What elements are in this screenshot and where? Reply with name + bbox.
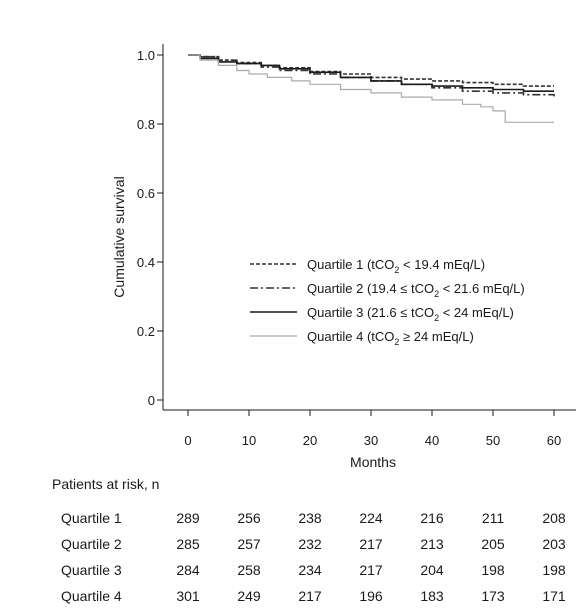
- risk-value: 284: [176, 562, 200, 578]
- risk-value: 232: [298, 536, 322, 552]
- legend-label-quartile-4: Quartile 4 (tCO2 ≥ 24 mEq/L): [307, 329, 474, 347]
- risk-value: 217: [298, 588, 322, 604]
- risk-value: 217: [359, 536, 383, 552]
- x-tick-label: 50: [486, 433, 500, 448]
- risk-value: 224: [359, 510, 383, 526]
- risk-value: 256: [237, 510, 261, 526]
- risk-value: 211: [481, 510, 505, 526]
- risk-value: 198: [542, 562, 566, 578]
- risk-value: 217: [359, 562, 383, 578]
- x-tick-label: 40: [425, 433, 439, 448]
- y-tick-label: 0.8: [137, 117, 155, 132]
- risk-value: 183: [420, 588, 444, 604]
- risk-value: 258: [237, 562, 261, 578]
- series-line-quartile-2: [188, 54, 555, 97]
- risk-row-label: Quartile 2: [61, 536, 122, 552]
- legend-label-quartile-2: Quartile 2 (19.4 ≤ tCO2 < 21.6 mEq/L): [307, 281, 525, 299]
- x-tick-label: 60: [547, 433, 561, 448]
- series-line-quartile-3: [188, 54, 554, 92]
- risk-value: 216: [420, 510, 444, 526]
- x-tick-label: 30: [364, 433, 378, 448]
- y-tick-label: 0.4: [137, 255, 155, 270]
- y-tick-label: 0.2: [137, 324, 155, 339]
- risk-value: 208: [542, 510, 566, 526]
- survival-chart: 0 0.2 0.4 0.6 0.8 1.0 0 10 20 30 40 50 60 Quartile 1…: [111, 44, 576, 470]
- risk-value: 289: [176, 510, 200, 526]
- risk-value: 198: [481, 562, 505, 578]
- x-tick-label: 10: [242, 433, 256, 448]
- risk-value: 204: [420, 562, 444, 578]
- y-tick-label: 1.0: [137, 48, 155, 63]
- risk-value: 196: [359, 588, 383, 604]
- risk-row-quartile-2: Quartile 2 285 257 232 217 213 205 203: [0, 536, 579, 554]
- risk-value: 213: [420, 536, 444, 552]
- risk-value: 205: [481, 536, 505, 552]
- risk-row-label: Quartile 3: [61, 562, 122, 578]
- chart-axes: 0 0.2 0.4 0.6 0.8 1.0 0 10 20 30 40 50 60: [137, 44, 576, 448]
- legend: Quartile 1 (tCO2 < 19.4 mEq/L) Quartile 2…: [250, 257, 525, 347]
- risk-value: 238: [298, 510, 322, 526]
- x-axis-title: Months: [350, 454, 396, 470]
- series-layer: [188, 54, 555, 123]
- risk-value: 257: [237, 536, 261, 552]
- y-tick-label: 0: [148, 393, 155, 408]
- risk-value: 203: [542, 536, 566, 552]
- risk-table-title: Patients at risk, n: [52, 476, 160, 492]
- risk-row-quartile-1: Quartile 1 289 256 238 224 216 211 208: [0, 510, 579, 528]
- legend-label-quartile-3: Quartile 3 (21.6 ≤ tCO2 < 24 mEq/L): [307, 305, 514, 323]
- risk-row-quartile-4: Quartile 4 301 249 217 196 183 173 171: [0, 588, 579, 606]
- risk-row-quartile-3: Quartile 3 284 258 234 217 204 198 198: [0, 562, 579, 580]
- x-tick-label: 0: [184, 433, 191, 448]
- series-line-quartile-4: [188, 54, 554, 123]
- risk-value: 285: [176, 536, 200, 552]
- x-tick-label: 20: [303, 433, 317, 448]
- risk-value: 234: [298, 562, 322, 578]
- risk-row-label: Quartile 4: [61, 588, 122, 604]
- risk-value: 171: [542, 588, 566, 604]
- risk-value: 173: [481, 588, 505, 604]
- legend-label-quartile-1: Quartile 1 (tCO2 < 19.4 mEq/L): [307, 257, 485, 275]
- risk-value: 301: [176, 588, 200, 604]
- y-tick-label: 0.6: [137, 186, 155, 201]
- risk-row-label: Quartile 1: [61, 510, 122, 526]
- y-axis-title: Cumulative survival: [111, 176, 127, 297]
- risk-value: 249: [237, 588, 261, 604]
